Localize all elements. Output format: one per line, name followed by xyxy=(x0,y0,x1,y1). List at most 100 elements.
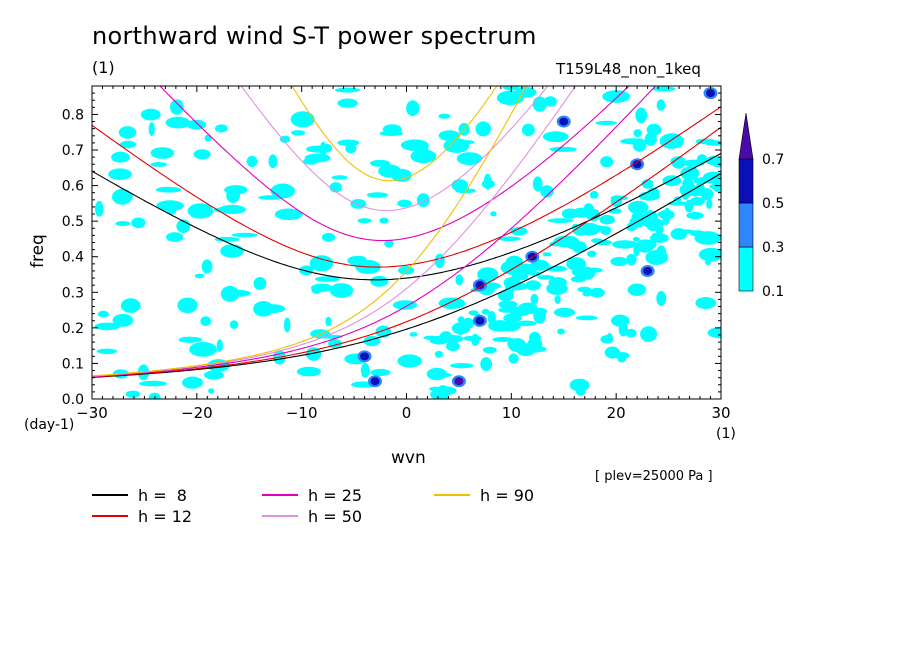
contour-blob xyxy=(178,336,203,343)
contour-blob xyxy=(229,320,239,329)
contour-blob xyxy=(546,265,567,272)
contour-blob xyxy=(674,229,696,234)
contour-blob xyxy=(490,211,497,217)
contour-blob xyxy=(525,280,541,291)
contour-blob xyxy=(651,86,676,92)
contour-blob xyxy=(498,300,518,309)
contour-blob xyxy=(510,226,528,236)
contour-blob xyxy=(329,182,342,193)
contour-blob xyxy=(166,208,177,215)
y-tick-label: 0.0 xyxy=(62,392,84,408)
contour-blob xyxy=(547,218,573,224)
contour-blob xyxy=(165,116,191,129)
contour-blob xyxy=(707,327,721,339)
contour-blob xyxy=(600,226,612,235)
contour-blob xyxy=(416,193,430,208)
contour-feature xyxy=(475,281,485,290)
x-tick-label: 30 xyxy=(711,404,730,422)
contour-blob xyxy=(119,140,137,149)
colorbar-segment xyxy=(738,246,754,292)
contour-blob xyxy=(189,342,218,357)
contour-blob xyxy=(684,170,692,181)
dispersion-curve-h50 xyxy=(92,86,577,377)
contour-feature xyxy=(559,117,569,126)
contour-blob xyxy=(118,126,137,139)
contour-blob xyxy=(497,236,521,242)
contour-blob xyxy=(640,239,657,250)
contour-blob xyxy=(261,304,286,314)
contour-blob xyxy=(426,367,447,381)
contour-blob xyxy=(187,203,214,219)
contour-blob xyxy=(704,259,712,265)
dispersion-curve-h12 xyxy=(92,106,721,268)
contour-blob xyxy=(461,317,475,329)
contour-blob xyxy=(625,328,637,338)
contour-blob xyxy=(203,370,224,380)
y-tick-label: 0.2 xyxy=(62,321,84,337)
contour-blob xyxy=(438,113,451,119)
contour-blob xyxy=(529,331,541,344)
x-tick-label: 10 xyxy=(502,404,521,422)
contour-blob xyxy=(431,411,440,420)
contour-blob xyxy=(575,386,586,396)
contour-blob xyxy=(438,297,466,309)
contour-blob xyxy=(120,298,141,313)
contour-blob xyxy=(702,171,721,184)
colorbar-label: 0.7 xyxy=(762,152,784,168)
y-tick-label: 0.8 xyxy=(62,107,84,123)
contour-blob xyxy=(570,275,587,283)
contour-blob xyxy=(379,217,389,224)
contour-blob xyxy=(148,392,161,399)
contour-feature xyxy=(475,316,485,325)
contour-blob xyxy=(589,287,605,298)
contour-blob xyxy=(225,289,251,297)
contour-blob xyxy=(409,332,418,337)
contour-blob xyxy=(182,376,203,389)
colorbar-label: 0.5 xyxy=(762,196,784,212)
contour-blob xyxy=(475,121,492,137)
contour-blob xyxy=(337,98,358,108)
legend-item: h = 8 xyxy=(92,485,187,505)
contour-blob xyxy=(208,388,215,394)
contour-blob xyxy=(156,200,185,212)
contour-blob xyxy=(220,244,244,258)
contour-blob xyxy=(477,267,499,282)
y-tick-label: 0.5 xyxy=(62,214,84,230)
contour-blob xyxy=(640,326,658,342)
contour-blob xyxy=(397,354,422,368)
contour-blob xyxy=(530,259,550,271)
contour-blob xyxy=(695,138,716,145)
contour-blob xyxy=(613,352,630,359)
legend-line xyxy=(92,494,128,496)
contour-blob xyxy=(656,99,666,111)
contour-blob xyxy=(443,138,470,154)
contour-blob xyxy=(112,313,134,327)
contour-blob xyxy=(595,120,618,126)
dispersion-curve-h8 xyxy=(92,152,721,281)
contour-blob xyxy=(530,293,539,305)
contour-blob xyxy=(258,195,283,200)
contour-blob xyxy=(572,207,590,218)
contour-blob xyxy=(689,196,705,206)
contour-blob xyxy=(150,162,167,167)
contour-blob xyxy=(521,123,535,137)
colorbar-segment xyxy=(738,158,754,204)
contour-blob xyxy=(435,386,457,396)
contour-blob xyxy=(682,178,694,190)
x-tick-label: −30 xyxy=(76,404,108,422)
legend-item: h = 90 xyxy=(434,485,534,505)
contour-blob xyxy=(633,129,642,138)
contour-blob xyxy=(360,362,370,378)
contour-blob xyxy=(482,346,497,354)
contour-blob xyxy=(657,211,666,217)
y-tick-label: 0.7 xyxy=(62,143,84,159)
contour-feature xyxy=(454,377,464,386)
contour-blob xyxy=(331,175,348,180)
contour-blob xyxy=(626,253,637,266)
legend-label: h = 25 xyxy=(308,485,363,505)
dispersion-curve-layer xyxy=(92,86,721,378)
x-unit-label: (1) xyxy=(716,426,736,442)
contour-blob xyxy=(628,200,649,214)
contour-blob xyxy=(379,130,404,136)
contour-blob xyxy=(321,143,333,153)
